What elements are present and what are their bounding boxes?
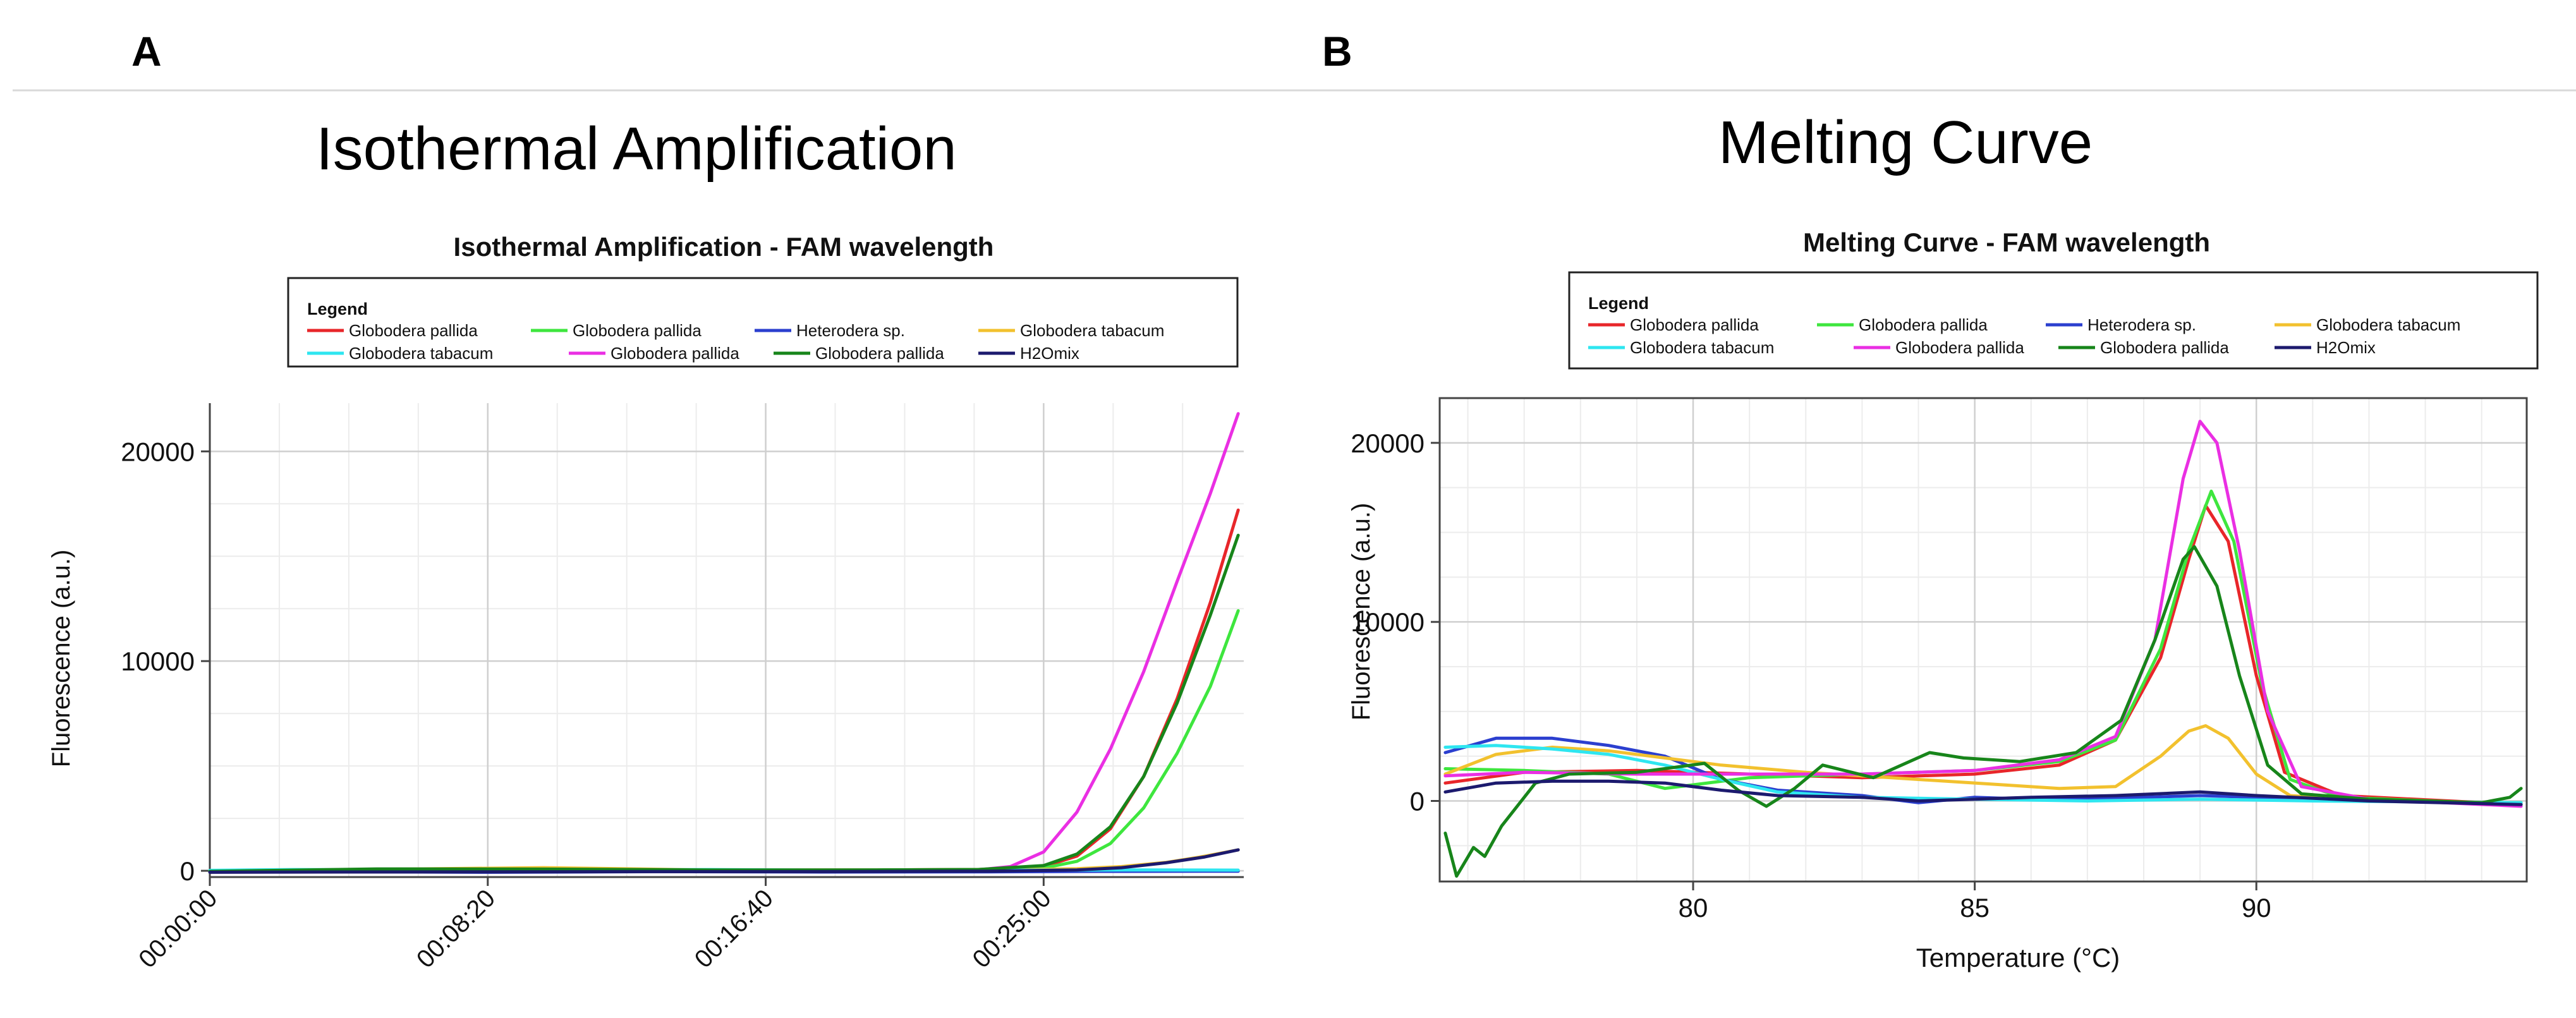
legend-label: Globodera pallida <box>2100 338 2229 357</box>
legend-label: Globodera pallida <box>1859 315 1988 334</box>
x-tick-label: 00:16:40 <box>690 884 779 973</box>
legend-label: Globodera pallida <box>573 321 702 340</box>
series-line-8 <box>208 848 1240 874</box>
series-line-5 <box>1443 744 2523 804</box>
legend-label: Globodera pallida <box>611 344 739 363</box>
x-tick-label: 80 <box>1679 893 1708 923</box>
legend-label: Globodera pallida <box>1895 338 2024 357</box>
series-line-6 <box>208 412 1240 873</box>
y-tick-label: 20000 <box>121 437 195 466</box>
series-line-2 <box>208 609 1240 873</box>
series-line-1 <box>208 508 1240 873</box>
plot-frame <box>1438 397 2528 883</box>
legend-label: Heterodera sp. <box>796 321 905 340</box>
chart-b-ylabel: Fluorescence (a.u.) <box>1347 503 1375 721</box>
legend-label: Globodera tabacum <box>1020 321 1164 340</box>
legend-label: Globodera tabacum <box>2316 315 2460 334</box>
chart-a-ylabel: Fluorescence (a.u.) <box>47 550 75 768</box>
y-tick-label: 0 <box>1410 787 1425 816</box>
y-tick-label: 20000 <box>1351 428 1425 458</box>
legend-label: H2Omix <box>2316 338 2376 357</box>
legend-label: Globodera tabacum <box>349 344 493 363</box>
chart-b-title: Melting Curve - FAM wavelength <box>1803 227 2210 257</box>
y-tick-label: 10000 <box>121 646 195 676</box>
series-line-6 <box>1443 420 2523 808</box>
y-tick-label: 10000 <box>1351 607 1425 637</box>
panel-b-heading: Melting Curve <box>1718 109 2093 176</box>
panel-a: A Isothermal Amplification Isothermal Am… <box>47 28 1244 973</box>
legend-label: Globodera pallida <box>815 344 944 363</box>
panel-a-heading: Isothermal Amplification <box>316 115 957 183</box>
series-line-7 <box>208 533 1240 873</box>
x-tick-label: 00:08:20 <box>411 884 501 973</box>
chart-a-title: Isothermal Amplification - FAM wavelengt… <box>454 232 994 262</box>
series-line-4 <box>1443 724 2523 804</box>
x-tick-label: 90 <box>2242 893 2271 923</box>
x-tick-label: 00:25:00 <box>968 884 1057 973</box>
series-line-7 <box>1443 545 2523 878</box>
legend-box <box>1568 271 2539 370</box>
legend-a: Legend Globodera pallida Globodera pallida… <box>287 277 1239 368</box>
x-tick-label: 85 <box>1960 893 1990 923</box>
legend-box <box>287 277 1239 368</box>
legend-label: H2Omix <box>1020 344 1079 363</box>
panel-b-letter: B <box>1322 28 1352 75</box>
legend-title: Legend <box>1588 294 1649 313</box>
series-line-8 <box>1443 779 2523 806</box>
chart-b: 0 10000 20000 80 85 90 <box>1351 397 2528 923</box>
legend-label: Globodera pallida <box>349 321 478 340</box>
chart-b-xlabel: Temperature (°C) <box>1916 943 2120 973</box>
legend-b: Legend Globodera pallida Globodera pallida… <box>1568 271 2539 370</box>
panel-b: B Melting Curve Melting Curve - FAM wave… <box>1322 28 2539 973</box>
chart-a: 0 10000 20000 00:00:00 00:08:20 00:16:40 00:25… <box>121 403 1244 973</box>
legend-title: Legend <box>307 300 368 318</box>
panel-a-letter: A <box>131 28 162 75</box>
legend-label: Globodera tabacum <box>1630 338 1774 357</box>
series-line-2 <box>1443 489 2523 806</box>
y-tick-label: 0 <box>180 856 195 886</box>
legend-label: Heterodera sp. <box>2087 315 2196 334</box>
x-tick-label: 00:00:00 <box>133 884 222 973</box>
legend-label: Globodera pallida <box>1630 315 1759 334</box>
